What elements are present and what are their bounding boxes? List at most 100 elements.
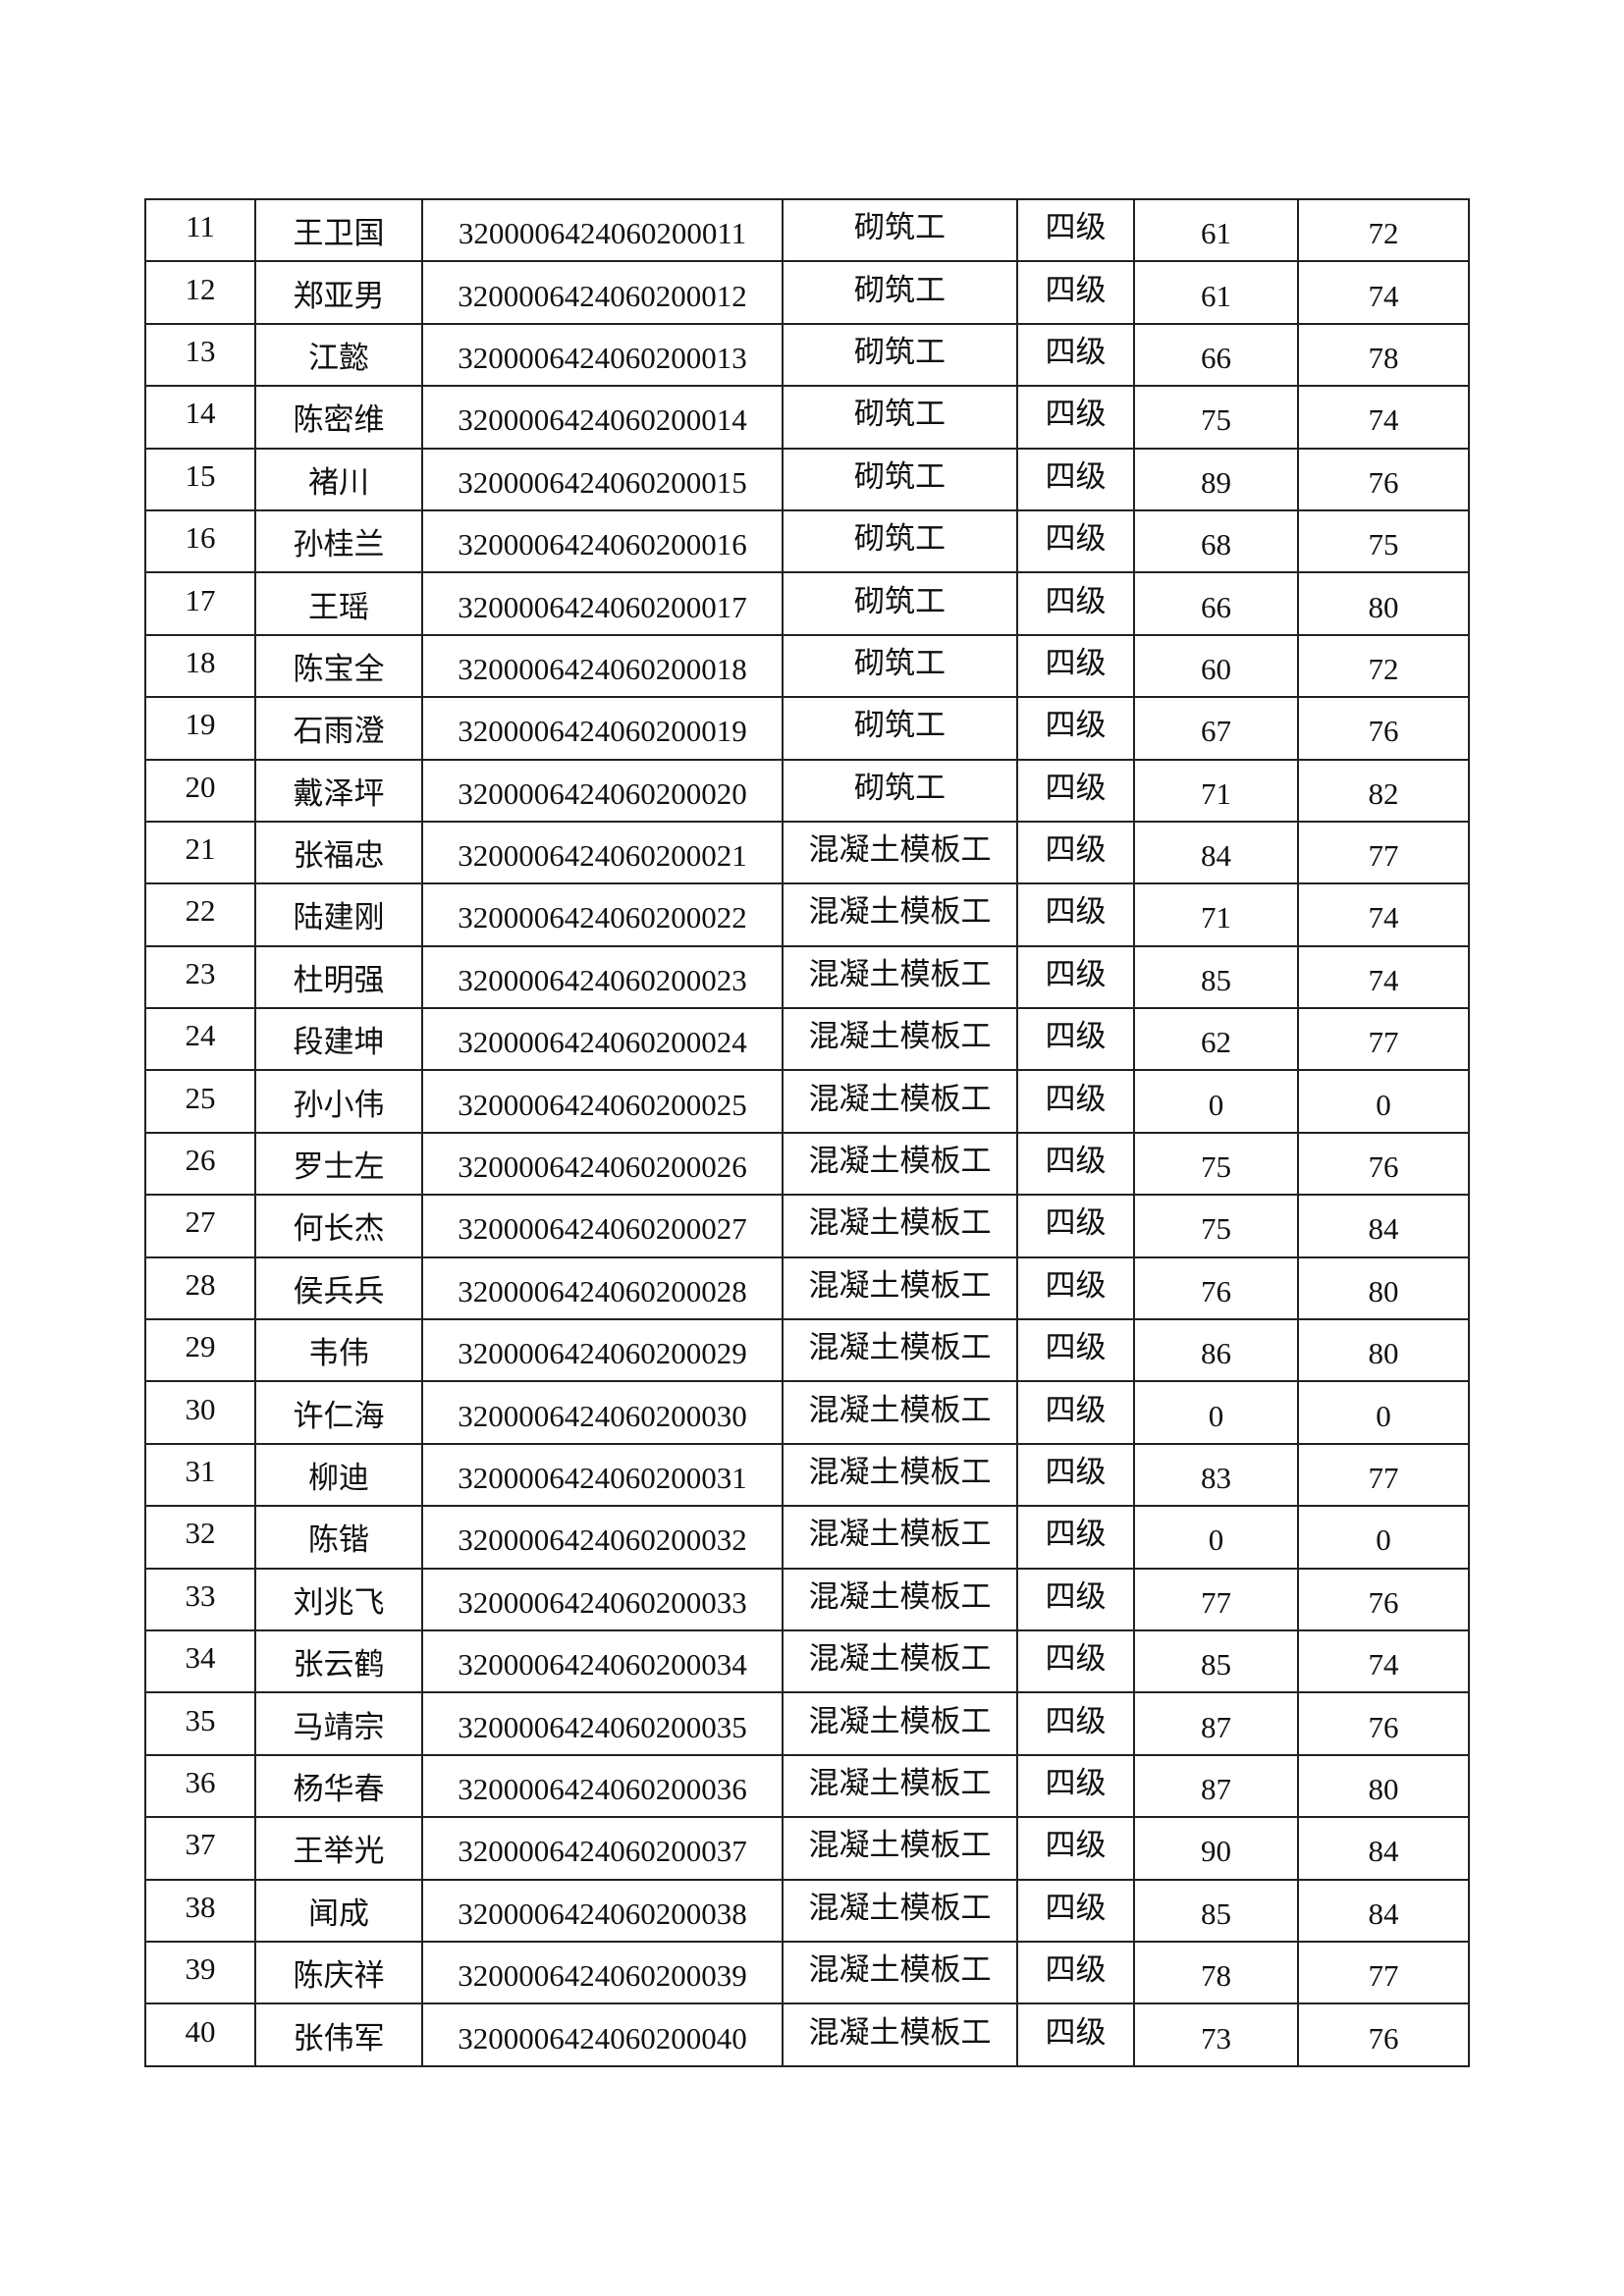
row-number: 28 bbox=[144, 1255, 256, 1321]
worker-name: 陆建刚 bbox=[254, 882, 423, 947]
skill-level: 四级 bbox=[1016, 1007, 1135, 1072]
certificate-id: 3200006424060200035 bbox=[421, 1691, 784, 1756]
table-row: 11 王卫国 3200006424060200011 砌筑工 四级 61 72 bbox=[144, 197, 1470, 263]
score-practical: 78 bbox=[1297, 322, 1470, 388]
score-practical: 77 bbox=[1297, 1442, 1470, 1508]
certificate-id: 3200006424060200040 bbox=[421, 2002, 784, 2067]
score-practical: 74 bbox=[1297, 1629, 1470, 1694]
certificate-id: 3200006424060200013 bbox=[421, 322, 784, 388]
score-theory: 77 bbox=[1133, 1567, 1299, 1631]
score-theory: 90 bbox=[1133, 1816, 1299, 1881]
occupation: 砌筑工 bbox=[782, 197, 1018, 263]
occupation: 砌筑工 bbox=[782, 508, 1018, 574]
score-practical: 75 bbox=[1297, 508, 1470, 574]
occupation: 混凝土模板工 bbox=[782, 1691, 1018, 1756]
table-row: 26 罗士左 3200006424060200026 混凝土模板工 四级 75 76 bbox=[144, 1131, 1470, 1197]
certificate-id: 3200006424060200036 bbox=[421, 1753, 784, 1819]
score-theory: 83 bbox=[1133, 1442, 1299, 1508]
table-row: 13 江懿 3200006424060200013 砌筑工 四级 66 78 bbox=[144, 322, 1470, 388]
certificate-id: 3200006424060200030 bbox=[421, 1380, 784, 1445]
score-practical: 74 bbox=[1297, 944, 1470, 1010]
score-theory: 0 bbox=[1133, 1069, 1299, 1134]
score-theory: 75 bbox=[1133, 1131, 1299, 1197]
worker-name: 马靖宗 bbox=[254, 1691, 423, 1756]
row-number: 33 bbox=[144, 1567, 256, 1631]
score-practical: 74 bbox=[1297, 260, 1470, 325]
certificate-id: 3200006424060200038 bbox=[421, 1878, 784, 1943]
score-theory: 66 bbox=[1133, 571, 1299, 636]
certificate-id: 3200006424060200014 bbox=[421, 385, 784, 450]
skill-level: 四级 bbox=[1016, 1255, 1135, 1321]
score-practical: 80 bbox=[1297, 571, 1470, 636]
occupation: 混凝土模板工 bbox=[782, 1069, 1018, 1134]
row-number: 31 bbox=[144, 1442, 256, 1508]
worker-name: 侯兵兵 bbox=[254, 1255, 423, 1321]
score-practical: 77 bbox=[1297, 820, 1470, 885]
row-number: 20 bbox=[144, 758, 256, 823]
table-row: 30 许仁海 3200006424060200030 混凝土模板工 四级 0 0 bbox=[144, 1380, 1470, 1445]
score-practical: 77 bbox=[1297, 1007, 1470, 1072]
worker-name: 戴泽坪 bbox=[254, 758, 423, 823]
occupation: 砌筑工 bbox=[782, 633, 1018, 699]
score-theory: 89 bbox=[1133, 447, 1299, 511]
score-practical: 80 bbox=[1297, 1753, 1470, 1819]
table-row: 20 戴泽坪 3200006424060200020 砌筑工 四级 71 82 bbox=[144, 758, 1470, 823]
table-row: 37 王举光 3200006424060200037 混凝土模板工 四级 90 84 bbox=[144, 1816, 1470, 1881]
table-row: 27 何长杰 3200006424060200027 混凝土模板工 四级 75 84 bbox=[144, 1194, 1470, 1258]
table-body: 11 王卫国 3200006424060200011 砌筑工 四级 61 72 12 郑亚男 32… bbox=[144, 197, 1470, 2067]
row-number: 15 bbox=[144, 447, 256, 511]
table-row: 12 郑亚男 3200006424060200012 砌筑工 四级 61 74 bbox=[144, 260, 1470, 325]
certificate-id: 3200006424060200026 bbox=[421, 1131, 784, 1197]
worker-name: 闻成 bbox=[254, 1878, 423, 1943]
certificate-id: 3200006424060200020 bbox=[421, 758, 784, 823]
skill-level: 四级 bbox=[1016, 1194, 1135, 1258]
occupation: 混凝土模板工 bbox=[782, 1131, 1018, 1197]
row-number: 32 bbox=[144, 1505, 256, 1570]
table-row: 36 杨华春 3200006424060200036 混凝土模板工 四级 87 80 bbox=[144, 1753, 1470, 1819]
score-practical: 82 bbox=[1297, 758, 1470, 823]
score-practical: 84 bbox=[1297, 1194, 1470, 1258]
score-practical: 76 bbox=[1297, 2002, 1470, 2067]
skill-level: 四级 bbox=[1016, 696, 1135, 761]
occupation: 混凝土模板工 bbox=[782, 1505, 1018, 1570]
occupation: 混凝土模板工 bbox=[782, 1442, 1018, 1508]
certificate-id: 3200006424060200029 bbox=[421, 1318, 784, 1383]
row-number: 13 bbox=[144, 322, 256, 388]
worker-name: 刘兆飞 bbox=[254, 1567, 423, 1631]
worker-name: 柳迪 bbox=[254, 1442, 423, 1508]
table-row: 22 陆建刚 3200006424060200022 混凝土模板工 四级 71 74 bbox=[144, 882, 1470, 947]
score-practical: 72 bbox=[1297, 633, 1470, 699]
skill-level: 四级 bbox=[1016, 1567, 1135, 1631]
occupation: 混凝土模板工 bbox=[782, 1380, 1018, 1445]
row-number: 36 bbox=[144, 1753, 256, 1819]
row-number: 26 bbox=[144, 1131, 256, 1197]
worker-name: 罗士左 bbox=[254, 1131, 423, 1197]
score-practical: 80 bbox=[1297, 1255, 1470, 1321]
score-theory: 71 bbox=[1133, 882, 1299, 947]
score-practical: 0 bbox=[1297, 1505, 1470, 1570]
score-theory: 85 bbox=[1133, 1878, 1299, 1943]
worker-name: 孙桂兰 bbox=[254, 508, 423, 574]
skill-level: 四级 bbox=[1016, 1318, 1135, 1383]
skill-level: 四级 bbox=[1016, 1442, 1135, 1508]
certificate-id: 3200006424060200039 bbox=[421, 1940, 784, 2005]
certificate-id: 3200006424060200023 bbox=[421, 944, 784, 1010]
skill-level: 四级 bbox=[1016, 944, 1135, 1010]
worker-name: 段建坤 bbox=[254, 1007, 423, 1072]
skill-level: 四级 bbox=[1016, 385, 1135, 450]
certificate-id: 3200006424060200019 bbox=[421, 696, 784, 761]
occupation: 混凝土模板工 bbox=[782, 1567, 1018, 1631]
certificate-id: 3200006424060200011 bbox=[421, 197, 784, 263]
certificate-id: 3200006424060200032 bbox=[421, 1505, 784, 1570]
worker-name: 杜明强 bbox=[254, 944, 423, 1010]
row-number: 40 bbox=[144, 2002, 256, 2067]
occupation: 砌筑工 bbox=[782, 322, 1018, 388]
occupation: 混凝土模板工 bbox=[782, 1007, 1018, 1072]
occupation: 混凝土模板工 bbox=[782, 1878, 1018, 1943]
skill-level: 四级 bbox=[1016, 1505, 1135, 1570]
table-row: 29 韦伟 3200006424060200029 混凝土模板工 四级 86 80 bbox=[144, 1318, 1470, 1383]
table-row: 39 陈庆祥 3200006424060200039 混凝土模板工 四级 78 77 bbox=[144, 1940, 1470, 2005]
occupation: 混凝土模板工 bbox=[782, 1629, 1018, 1694]
certificate-id: 3200006424060200034 bbox=[421, 1629, 784, 1694]
row-number: 34 bbox=[144, 1629, 256, 1694]
